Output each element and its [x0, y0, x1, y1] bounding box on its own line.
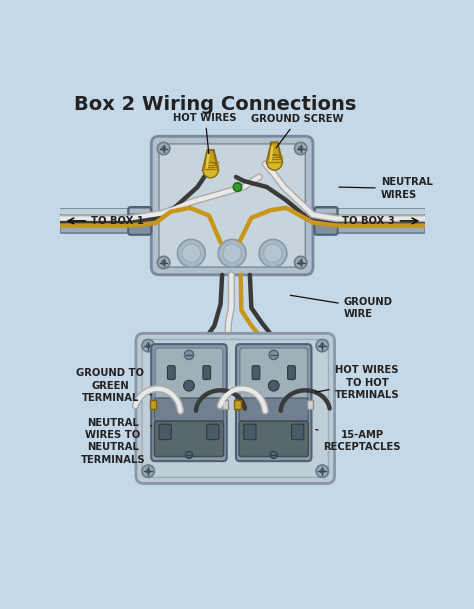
Bar	[61, 209, 150, 233]
FancyBboxPatch shape	[151, 344, 227, 461]
Text: GROUND SCREW: GROUND SCREW	[251, 114, 344, 148]
Bar	[316, 209, 336, 213]
Circle shape	[319, 343, 325, 348]
Bar	[235, 400, 241, 409]
Text: NEUTRAL
WIRES TO
NEUTRAL
TERMINALS: NEUTRAL WIRES TO NEUTRAL TERMINALS	[81, 418, 151, 465]
Circle shape	[270, 451, 277, 459]
Bar	[315, 209, 425, 233]
Bar	[130, 209, 150, 213]
FancyBboxPatch shape	[136, 333, 335, 484]
Text: 15-AMP
RECEPTACLES: 15-AMP RECEPTACLES	[316, 429, 401, 452]
FancyBboxPatch shape	[315, 207, 337, 235]
Bar	[315, 209, 425, 214]
Bar	[150, 400, 156, 409]
FancyBboxPatch shape	[236, 344, 311, 461]
Circle shape	[182, 244, 201, 262]
FancyBboxPatch shape	[252, 365, 260, 379]
Circle shape	[177, 239, 205, 267]
FancyBboxPatch shape	[159, 424, 171, 440]
Circle shape	[185, 451, 192, 459]
Circle shape	[223, 244, 241, 262]
Circle shape	[157, 143, 170, 155]
Circle shape	[316, 339, 328, 352]
Circle shape	[259, 239, 287, 267]
Text: GROUND
WIRE: GROUND WIRE	[291, 295, 393, 319]
Circle shape	[264, 244, 282, 262]
Circle shape	[184, 350, 194, 359]
Bar	[307, 400, 313, 409]
Text: NEUTRAL
WIRES: NEUTRAL WIRES	[339, 177, 433, 200]
Polygon shape	[267, 143, 282, 163]
Circle shape	[157, 256, 170, 269]
Circle shape	[146, 468, 151, 474]
Circle shape	[203, 163, 219, 178]
Circle shape	[317, 217, 325, 225]
Bar	[222, 400, 228, 409]
Circle shape	[268, 380, 279, 391]
FancyBboxPatch shape	[167, 365, 175, 379]
Circle shape	[183, 380, 194, 391]
Circle shape	[146, 343, 151, 348]
FancyBboxPatch shape	[155, 348, 223, 440]
Circle shape	[298, 260, 303, 265]
FancyBboxPatch shape	[288, 365, 295, 379]
Text: GROUND TO
GREEN
TERMINAL: GROUND TO GREEN TERMINAL	[76, 368, 151, 403]
Circle shape	[316, 465, 328, 477]
FancyBboxPatch shape	[239, 421, 309, 457]
FancyBboxPatch shape	[128, 207, 151, 235]
Text: TO BOX 1: TO BOX 1	[91, 216, 144, 226]
FancyBboxPatch shape	[207, 424, 219, 440]
Circle shape	[219, 239, 246, 267]
Circle shape	[130, 217, 138, 225]
FancyBboxPatch shape	[159, 144, 305, 267]
FancyBboxPatch shape	[244, 424, 256, 440]
Circle shape	[298, 146, 303, 151]
Text: HOT WIRES: HOT WIRES	[173, 113, 237, 153]
FancyBboxPatch shape	[292, 424, 304, 440]
Text: Box 2 Wiring Connections: Box 2 Wiring Connections	[74, 94, 356, 114]
Text: TO BOX 3: TO BOX 3	[342, 216, 395, 226]
Bar	[61, 209, 150, 214]
FancyBboxPatch shape	[155, 398, 224, 421]
FancyBboxPatch shape	[142, 339, 328, 477]
Circle shape	[319, 468, 325, 474]
Polygon shape	[203, 150, 219, 170]
Circle shape	[269, 350, 278, 359]
Circle shape	[141, 217, 149, 225]
Circle shape	[294, 256, 307, 269]
FancyBboxPatch shape	[151, 136, 313, 275]
FancyBboxPatch shape	[239, 398, 309, 421]
FancyBboxPatch shape	[155, 421, 224, 457]
Circle shape	[142, 339, 155, 352]
FancyBboxPatch shape	[203, 365, 210, 379]
Circle shape	[161, 146, 166, 151]
Circle shape	[294, 143, 307, 155]
Circle shape	[328, 217, 335, 225]
Text: HOT WIRES
TO HOT
TERMINALS: HOT WIRES TO HOT TERMINALS	[316, 365, 399, 400]
FancyBboxPatch shape	[240, 348, 308, 440]
Circle shape	[233, 183, 242, 191]
Circle shape	[142, 465, 155, 477]
Circle shape	[267, 155, 282, 170]
Circle shape	[161, 260, 166, 265]
